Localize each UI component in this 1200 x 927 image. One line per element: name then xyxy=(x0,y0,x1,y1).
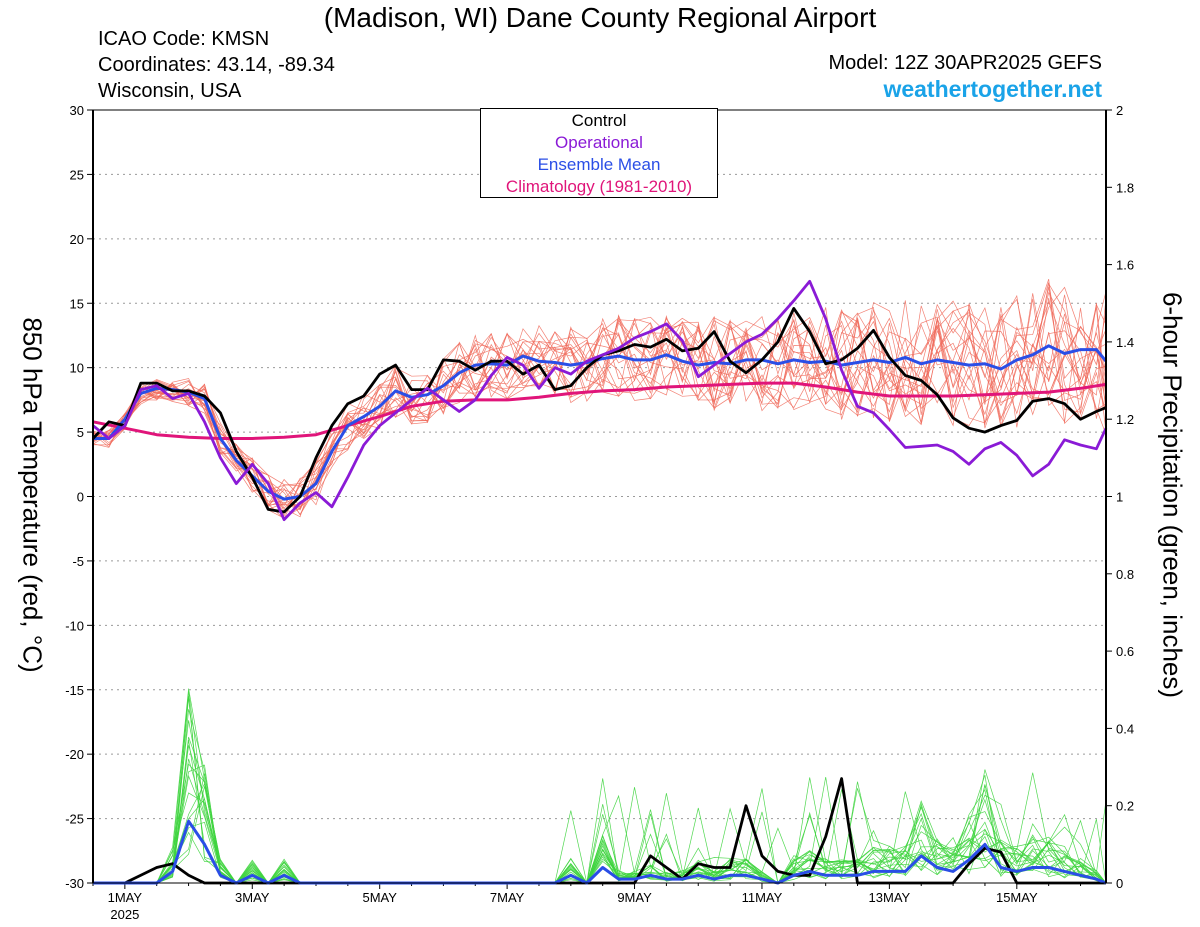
site-name: weathertogether.net xyxy=(883,76,1102,102)
y-tick-label: 0 xyxy=(77,490,84,505)
y2-axis-label: 6-hour Precipitation (green, inches) xyxy=(1157,291,1188,699)
series-precip-control xyxy=(93,777,1106,885)
y2-tick-label: 0.4 xyxy=(1116,721,1134,736)
x-tick-label: 11MAY xyxy=(742,890,783,905)
series-temp-operational xyxy=(92,279,1108,522)
x-tick-label: 13MAY xyxy=(869,890,911,905)
y-tick-label: -20 xyxy=(65,747,84,762)
member-temp-line xyxy=(92,310,1107,509)
y-tick-label: -30 xyxy=(65,876,84,891)
y-tick-label: -5 xyxy=(72,554,84,569)
member-precip-line xyxy=(93,800,1107,884)
member-precip-line xyxy=(93,773,1107,884)
member-temp-line xyxy=(92,298,1107,507)
legend-item-operational: Operational xyxy=(555,133,643,152)
x-tick-label: 9MAY xyxy=(617,890,652,905)
member-precip-line xyxy=(93,709,1107,884)
y-tick-label: 30 xyxy=(70,103,84,118)
x-tick-label: 7MAY xyxy=(490,890,525,905)
legend-item-ensemble-mean: Ensemble Mean xyxy=(537,155,661,174)
icao-code: ICAO Code: KMSN xyxy=(98,28,270,50)
chart-title: (Madison, WI) Dane County Regional Airpo… xyxy=(323,2,877,33)
y2-tick-label: 1.6 xyxy=(1116,258,1134,273)
series-temp-ensemble-mean xyxy=(93,344,1108,501)
y2-tick-label: 1 xyxy=(1116,490,1123,505)
y2-tick-label: 2 xyxy=(1116,103,1123,118)
legend-item-climatology: Climatology (1981-2010) xyxy=(505,177,693,196)
x-year-label: 2025 xyxy=(110,907,139,922)
member-temp-line xyxy=(92,294,1107,517)
y-tick-label: -25 xyxy=(65,812,84,827)
series-precip-ensemble-mean xyxy=(93,819,1107,885)
y2-tick-label: 1.4 xyxy=(1116,335,1134,350)
y2-tick-label: 1.8 xyxy=(1116,180,1134,195)
legend: Control Operational Ensemble Mean Climat… xyxy=(480,108,718,198)
series-temp-climatology-1981-2010- xyxy=(92,381,1107,440)
y-tick-label: -10 xyxy=(65,618,84,633)
x-tick-label: 1MAY xyxy=(108,890,143,905)
coordinates: Coordinates: 43.14, -89.34 xyxy=(98,54,335,76)
y-tick-label: 5 xyxy=(77,425,84,440)
member-precip-line xyxy=(93,778,1107,884)
y-tick-label: 15 xyxy=(70,296,84,311)
y2-tick-label: 1.2 xyxy=(1116,412,1134,427)
location-state: Wisconsin, USA xyxy=(98,80,242,102)
y2-tick-label: 0 xyxy=(1116,876,1123,891)
x-tick-label: 5MAY xyxy=(362,890,397,905)
member-precip-line xyxy=(93,688,1107,884)
y-axis-label: 850 hPa Temperature (red, °C) xyxy=(17,317,48,673)
x-tick-label: 15MAY xyxy=(996,890,1038,905)
y2-tick-label: 0.2 xyxy=(1116,799,1134,814)
member-temp-line xyxy=(92,286,1107,510)
model-run: Model: 12Z 30APR2025 GEFS xyxy=(828,52,1102,74)
y2-tick-label: 0.6 xyxy=(1116,644,1134,659)
y-tick-label: 25 xyxy=(70,167,84,182)
x-tick-label: 3MAY xyxy=(235,890,270,905)
member-temp-line xyxy=(92,300,1107,519)
y-tick-label: -15 xyxy=(65,683,84,698)
member-temp-line xyxy=(93,294,1107,513)
y2-tick-label: 0.8 xyxy=(1116,567,1134,582)
legend-item-control: Control xyxy=(571,111,627,130)
y-tick-label: 20 xyxy=(70,232,84,247)
y-tick-label: 10 xyxy=(70,361,84,376)
